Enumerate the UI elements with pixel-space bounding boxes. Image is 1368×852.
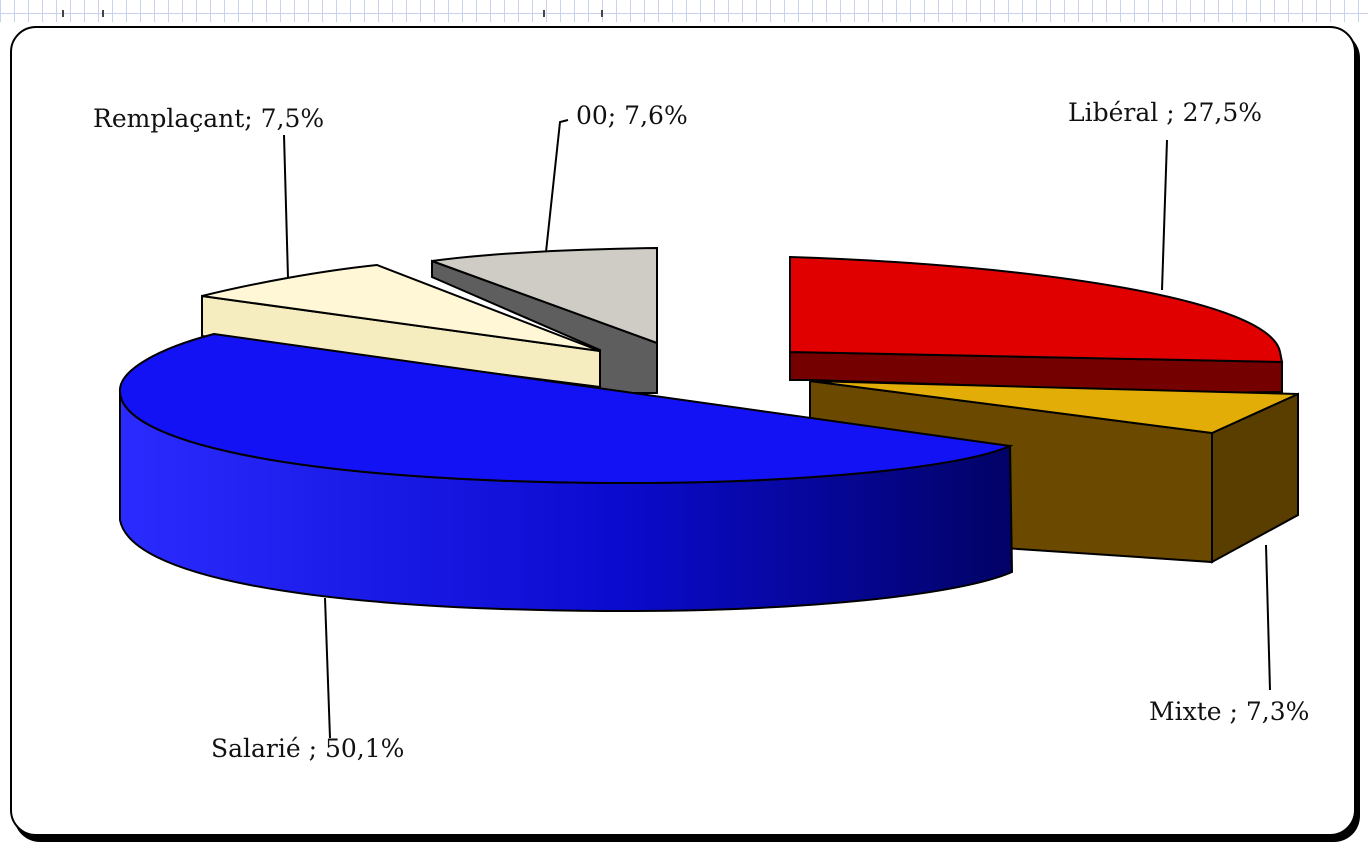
data-label-remplacant: Remplaçant; 7,5% xyxy=(93,104,324,133)
slice-00-top xyxy=(431,246,658,345)
top-tick-mark xyxy=(601,10,603,17)
leader-line-remplacant xyxy=(283,134,289,279)
slice-liberal xyxy=(789,255,1284,395)
leader-line-salarie xyxy=(324,597,331,739)
data-label-00: 00; 7,6% xyxy=(576,101,688,130)
top-tick-mark xyxy=(62,10,64,17)
data-label-salarie: Salarié ; 50,1% xyxy=(211,734,404,763)
slice-remplacant-top xyxy=(201,263,601,352)
data-label-liberal: Libéral ; 27,5% xyxy=(1068,98,1262,127)
slice-liberal-top xyxy=(789,255,1284,364)
slice-remplacant xyxy=(201,263,601,389)
data-label-mixte: Mixte ; 7,3% xyxy=(1149,697,1309,726)
slice-salarie-top xyxy=(118,332,1014,485)
leader-line-mixte xyxy=(1265,544,1271,691)
top-tick-mark xyxy=(102,10,104,17)
slice-mixte-top xyxy=(809,380,1299,435)
leader-lines xyxy=(283,119,1271,739)
slice-salarie xyxy=(118,332,1014,613)
leader-line-liberal xyxy=(1161,139,1168,291)
top-tick-mark xyxy=(543,10,545,17)
leader-line-00 xyxy=(545,119,569,253)
